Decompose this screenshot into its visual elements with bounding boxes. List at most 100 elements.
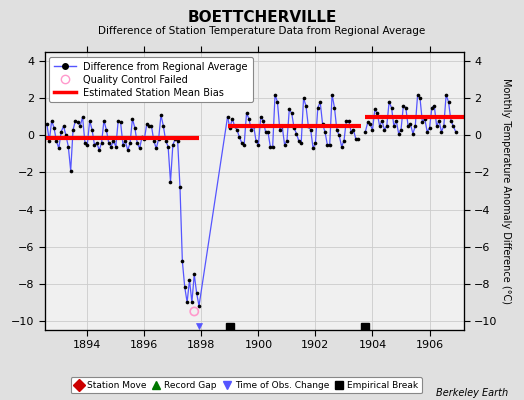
- Point: [330, 104, 339, 111]
- Point: [366, 121, 374, 128]
- Point: [195, 303, 203, 309]
- Point: [159, 123, 168, 129]
- Point: [397, 127, 405, 133]
- Point: [350, 127, 358, 133]
- Point: [442, 92, 450, 98]
- Point: [271, 92, 279, 98]
- Point: [261, 128, 270, 135]
- Point: [100, 117, 108, 124]
- Point: [361, 128, 369, 135]
- Point: [399, 102, 408, 109]
- Point: [390, 123, 398, 129]
- Point: [383, 123, 391, 129]
- Point: [425, 125, 434, 131]
- Point: [370, 106, 379, 113]
- Point: [249, 123, 258, 129]
- Point: [48, 117, 56, 124]
- Point: [421, 116, 429, 122]
- Point: [406, 121, 414, 128]
- Point: [268, 143, 277, 150]
- Point: [112, 143, 120, 150]
- Text: BOETTCHERVILLE: BOETTCHERVILLE: [187, 10, 337, 25]
- Point: [240, 142, 248, 148]
- Point: [83, 142, 92, 148]
- Point: [59, 123, 68, 129]
- Point: [116, 119, 125, 126]
- Point: [373, 110, 381, 116]
- Point: [140, 136, 148, 142]
- Point: [102, 127, 111, 133]
- Point: [319, 121, 327, 128]
- Point: [173, 138, 182, 144]
- Text: Berkeley Earth: Berkeley Earth: [436, 388, 508, 398]
- Point: [444, 99, 453, 105]
- Point: [323, 142, 332, 148]
- Point: [416, 95, 424, 102]
- Point: [440, 123, 448, 129]
- Point: [280, 142, 289, 148]
- Point: [192, 290, 201, 296]
- Point: [152, 145, 160, 152]
- Point: [235, 134, 244, 140]
- Point: [368, 127, 377, 133]
- Point: [294, 138, 303, 144]
- Point: [337, 143, 346, 150]
- Point: [71, 117, 80, 124]
- Point: [231, 123, 239, 129]
- Point: [119, 142, 127, 148]
- Point: [128, 116, 137, 122]
- Point: [176, 184, 184, 190]
- Point: [85, 117, 94, 124]
- Point: [395, 130, 403, 137]
- Point: [380, 127, 389, 133]
- Point: [257, 114, 265, 120]
- Point: [418, 119, 427, 126]
- Point: [237, 140, 246, 146]
- Point: [226, 125, 234, 131]
- Point: [309, 145, 317, 152]
- Point: [147, 123, 156, 129]
- Point: [93, 140, 101, 146]
- Point: [54, 145, 63, 152]
- Point: [254, 142, 263, 148]
- Point: [352, 136, 360, 142]
- Point: [228, 116, 236, 122]
- Point: [57, 128, 66, 135]
- Point: [233, 127, 241, 133]
- Point: [401, 104, 410, 111]
- Point: [285, 106, 293, 113]
- Point: [299, 95, 308, 102]
- Point: [166, 178, 174, 185]
- Point: [321, 128, 329, 135]
- Point: [333, 127, 341, 133]
- Point: [354, 136, 363, 142]
- Point: [266, 143, 275, 150]
- Point: [161, 138, 170, 144]
- Point: [110, 138, 118, 144]
- Point: [387, 104, 396, 111]
- Point: [375, 123, 384, 129]
- Point: [292, 130, 301, 137]
- Point: [307, 127, 315, 133]
- Point: [133, 140, 141, 146]
- Point: [143, 121, 151, 128]
- Point: [171, 136, 179, 142]
- Point: [64, 143, 72, 150]
- Point: [88, 127, 96, 133]
- Point: [121, 138, 129, 144]
- Point: [413, 92, 422, 98]
- Point: [437, 128, 445, 135]
- Point: [325, 142, 334, 148]
- Point: [247, 127, 256, 133]
- Point: [290, 125, 298, 131]
- Point: [273, 99, 281, 105]
- Point: [316, 99, 324, 105]
- Point: [81, 140, 89, 146]
- Point: [76, 123, 84, 129]
- Point: [155, 136, 163, 142]
- Point: [190, 271, 199, 278]
- Point: [130, 125, 139, 131]
- Point: [392, 117, 400, 124]
- Point: [50, 125, 58, 131]
- Point: [378, 117, 386, 124]
